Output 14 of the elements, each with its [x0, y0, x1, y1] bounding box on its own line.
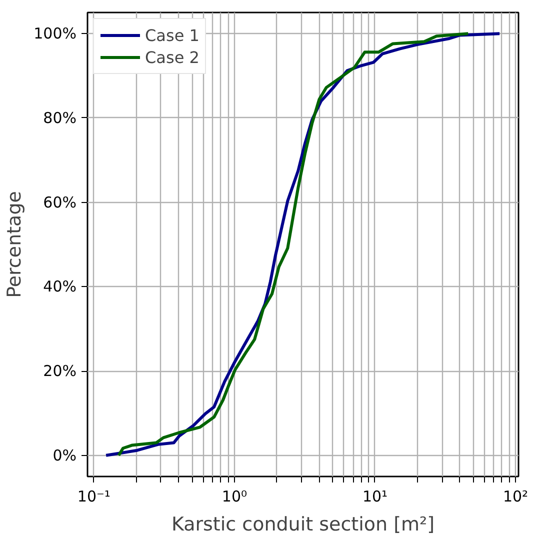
y-tick-label: 60%	[43, 193, 77, 212]
x-axis-title: Karstic conduit section [m²]	[171, 514, 435, 536]
y-tick-label: 20%	[43, 362, 77, 380]
y-tick-label: 80%	[43, 108, 77, 127]
x-tick-label: 10²	[502, 488, 528, 506]
y-axis-title: Percentage	[4, 191, 26, 298]
legend-label: Case 1	[145, 26, 200, 44]
x-tick-label: 10⁻¹	[77, 488, 110, 506]
y-tick-label: 100%	[34, 24, 77, 43]
y-tick-label: 40%	[43, 278, 77, 296]
x-tick-label: 10⁰	[222, 488, 248, 506]
x-tick-label: 10¹	[362, 488, 388, 506]
y-tick-label: 0%	[52, 446, 76, 464]
legend-label: Case 2	[145, 48, 200, 66]
